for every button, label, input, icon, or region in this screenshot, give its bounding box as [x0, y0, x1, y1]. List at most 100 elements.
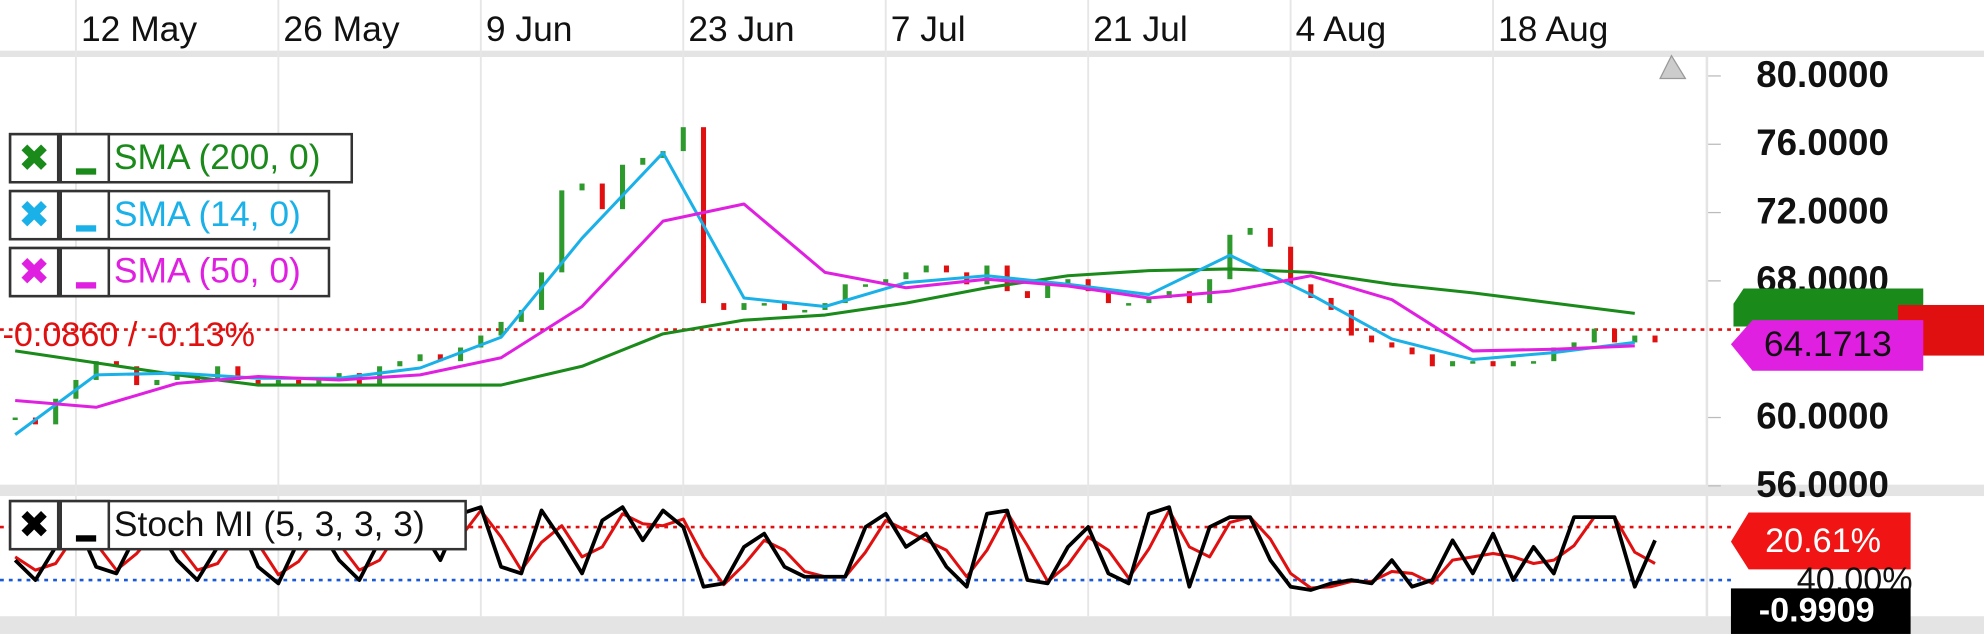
- price-bar: [700, 127, 707, 304]
- y-tick-label: 72.0000: [1756, 191, 1889, 232]
- price-bar: [781, 303, 788, 310]
- legend-hide-button[interactable]: [59, 132, 111, 184]
- price-bar: [1531, 361, 1537, 364]
- price-bar: [802, 309, 808, 313]
- price-bar: [943, 265, 949, 273]
- legend-label[interactable]: SMA (14, 0): [114, 194, 301, 234]
- price-bar: [174, 373, 180, 380]
- price-bar: [1227, 234, 1233, 280]
- price-bar: [134, 366, 140, 386]
- price-bar: [1045, 284, 1051, 298]
- x-tick-label: 4 Aug: [1296, 9, 1387, 49]
- price-bar: [518, 309, 524, 322]
- price-bar: [498, 321, 504, 336]
- price-tag: [1730, 320, 1924, 371]
- stoch-panel: [0, 505, 1734, 592]
- price-bar: [721, 303, 727, 310]
- y-tick-label: 60.0000: [1756, 395, 1889, 436]
- legend: ✖ SMA (200, 0) ✖ SMA (14, 0) ✖ SMA (50, 0) ✖ St…: [8, 132, 467, 551]
- price-bar: [215, 366, 221, 380]
- legend-remove-button[interactable]: [8, 499, 60, 551]
- price-bar: [903, 272, 909, 280]
- price-bar: [539, 272, 545, 310]
- y-tick-label: 80.0000: [1756, 54, 1889, 95]
- price-bar: [842, 284, 848, 304]
- price-bar: [296, 379, 302, 386]
- price-bar: [1126, 303, 1132, 306]
- series-line: [15, 202, 1635, 409]
- price-bar: [1470, 361, 1476, 364]
- price-bar: [12, 417, 18, 421]
- price-bar: [1389, 342, 1395, 348]
- legend-hide-button[interactable]: [59, 246, 111, 298]
- value-tag: [1730, 512, 1911, 570]
- scroll-home-icon[interactable]: [1659, 54, 1687, 80]
- price-bar: [1247, 227, 1253, 235]
- price-bar: [53, 398, 59, 425]
- price-bar: [1591, 328, 1597, 343]
- price-bar: [1024, 291, 1030, 298]
- x-tick-label: 23 Jun: [688, 9, 794, 49]
- price-bar: [437, 354, 443, 362]
- price-bar: [316, 379, 322, 386]
- legend-remove-icon: ✖: [18, 138, 50, 180]
- legend-remove-button[interactable]: [8, 132, 60, 184]
- legend-remove-icon: ✖: [18, 505, 50, 547]
- price-bar: [113, 361, 119, 367]
- price-bar: [1348, 309, 1354, 336]
- price-bar: [1207, 279, 1213, 304]
- legend-remove-button[interactable]: [8, 189, 60, 241]
- price-bar: [1065, 279, 1071, 285]
- price-bar: [1186, 291, 1192, 304]
- price-bar: [397, 361, 403, 367]
- price-bar: [883, 279, 889, 285]
- panel-separator: [0, 484, 1984, 497]
- value-tag-label: 20.61%: [1765, 522, 1881, 560]
- price-bar: [620, 164, 626, 210]
- legend-hide-icon: [75, 535, 97, 542]
- price-bar: [1429, 354, 1435, 367]
- legend-label[interactable]: SMA (50, 0): [114, 251, 301, 291]
- price-bar: [1409, 347, 1415, 355]
- price-bar: [1288, 246, 1294, 285]
- price-bar: [741, 303, 747, 310]
- price-bar: [377, 366, 383, 386]
- price-bar: [1490, 361, 1496, 367]
- price-bar: [1551, 347, 1557, 362]
- price-bar: [417, 354, 423, 362]
- x-tick-label: 26 May: [283, 9, 399, 49]
- price-change-annotation: -0.0860 / -0.13%: [3, 316, 256, 354]
- stoch-line: [13, 505, 1657, 592]
- price-bar: [761, 303, 767, 306]
- x-tick-label: 9 Jun: [486, 9, 573, 49]
- legend-hide-icon: [75, 225, 97, 232]
- price-bar: [275, 379, 281, 386]
- x-tick-label: 21 Jul: [1093, 9, 1187, 49]
- price-bar: [93, 361, 99, 380]
- y-tick-label: 76.0000: [1756, 122, 1889, 163]
- price-bar: [923, 265, 929, 273]
- price-bar: [579, 183, 585, 191]
- legend-remove-icon: ✖: [18, 252, 50, 294]
- price-bar: [599, 183, 605, 210]
- legend-hide-icon: [75, 282, 97, 289]
- price-bar: [255, 379, 261, 386]
- value-tag-label: -0.9909: [1759, 591, 1875, 629]
- price-bar: [1146, 297, 1152, 304]
- price-bar: [235, 366, 241, 380]
- price-bar: [1166, 291, 1172, 298]
- legend-remove-icon: ✖: [18, 195, 50, 237]
- price-bar: [1085, 279, 1091, 292]
- price-bar: [458, 347, 464, 362]
- legend-label[interactable]: Stoch MI (5, 3, 3, 3): [114, 504, 425, 544]
- legend-remove-button[interactable]: [8, 246, 60, 298]
- axis-separator: [0, 50, 1984, 57]
- legend-hide-button[interactable]: [59, 189, 111, 241]
- value-tag: [1730, 588, 1911, 634]
- legend-hide-button[interactable]: [59, 499, 111, 551]
- y-tick-label: 56.0000: [1756, 464, 1889, 505]
- legend-hide-icon: [75, 168, 97, 175]
- price-tag: [1733, 288, 1924, 327]
- legend-label[interactable]: SMA (200, 0): [114, 137, 321, 177]
